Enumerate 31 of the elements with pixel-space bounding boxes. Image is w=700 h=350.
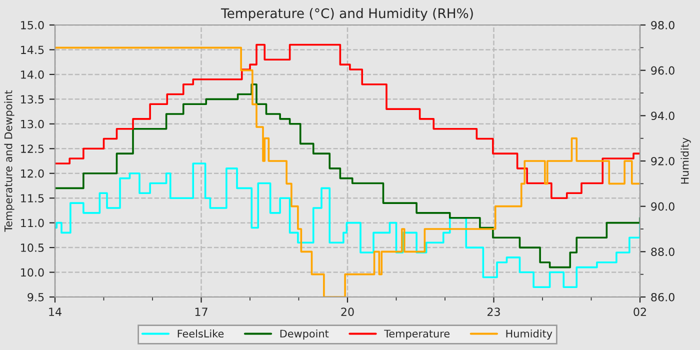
y-tick-label: 13.0 xyxy=(21,120,44,128)
legend-label: Temperature xyxy=(384,330,450,340)
y-tick-label: 11.0 xyxy=(21,218,44,228)
y-tick-label: 14.5 xyxy=(21,46,44,54)
y2-tick-label: 90.0 xyxy=(651,202,674,211)
y-tick-label: 14.0 xyxy=(21,70,44,79)
x-tick-label: 23 xyxy=(487,308,500,316)
y2-tick-label: 94.0 xyxy=(651,112,674,120)
legend-label: Dewpoint xyxy=(280,329,329,340)
chart-title: Temperature (°C) and Humidity (RH%) xyxy=(220,8,473,21)
legend-label: FeelsLike xyxy=(178,329,224,338)
y2-tick-label: 96.0 xyxy=(651,66,674,75)
y2-tick-label: 92.0 xyxy=(651,156,674,166)
y-tick-label: 9.5 xyxy=(28,292,44,302)
y-axis-title: Temperature and Dewpoint xyxy=(4,90,14,232)
legend-label: Humidity xyxy=(506,329,552,340)
y-tick-label: 10.5 xyxy=(21,244,44,252)
x-tick-label: 20 xyxy=(341,308,354,316)
y-tick-label: 15.0 xyxy=(21,20,44,30)
y-tick-label: 11.5 xyxy=(21,194,44,202)
y-tick-label: 12.5 xyxy=(21,144,44,154)
y-tick-label: 13.5 xyxy=(21,95,44,104)
x-tick-label: 17 xyxy=(195,308,208,316)
y2-tick-label: 86.0 xyxy=(651,292,674,302)
y-tick-label: 12.0 xyxy=(21,169,44,178)
y2-tick-label: 98.0 xyxy=(651,20,674,30)
y2-tick-label: 88.0 xyxy=(651,248,674,256)
x-tick-label: 14 xyxy=(49,308,62,316)
y2-axis-title: Humidity xyxy=(680,138,691,184)
y-tick-label: 10.0 xyxy=(21,268,44,277)
x-tick-label: 02 xyxy=(634,308,646,316)
